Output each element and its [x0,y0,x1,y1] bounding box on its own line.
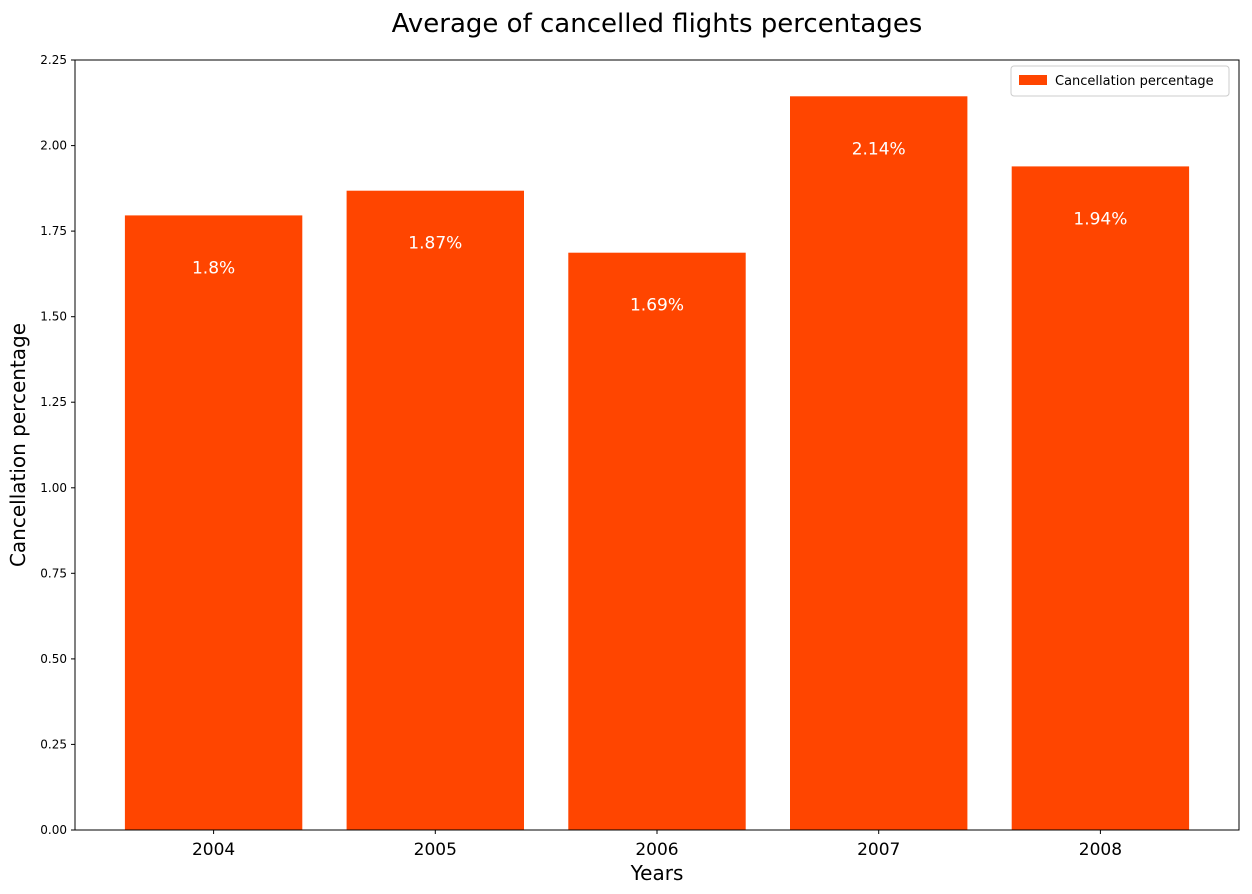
x-tick-label: 2007 [857,840,900,860]
bar-value-label: 2.14% [852,139,906,159]
y-tick-label: 1.25 [40,395,67,409]
bar-2008 [1011,166,1190,830]
bar-2007 [790,96,968,831]
x-tick-label: 2005 [414,840,457,860]
axes-frame [74,59,1240,831]
y-tick-label: 2.25 [40,53,67,67]
legend: Cancellation percentage [1010,65,1230,97]
y-tick-label: 0.00 [40,823,67,837]
bar-value-label: 1.69% [630,296,684,316]
bar-2004 [124,215,303,830]
y-tick-label: 0.50 [40,652,67,666]
y-axis-title: Cancellation percentage [6,323,30,567]
y-tick-label: 2.00 [40,139,67,153]
legend-entry: Cancellation percentage [1055,74,1214,89]
y-tick-label: 0.75 [40,566,67,580]
x-axis-title: Years [630,861,684,885]
x-tick-label: 2006 [635,840,678,860]
bar-2006 [568,252,746,830]
plot-area: 1.8% 2004 1.87% 2005 1.69% 2006 2.14% 2007 1.94%… [40,53,1240,860]
legend-swatch [1019,75,1047,85]
x-tick-label: 2004 [192,840,235,860]
y-tick-label: 1.75 [40,224,67,238]
x-tick-label: 2008 [1079,840,1122,860]
chart-title: Average of cancelled flights percentages [392,9,923,39]
bar-value-label: 1.87% [408,234,462,254]
bar-value-label: 1.8% [192,258,235,278]
bar-value-label: 1.94% [1073,209,1127,229]
legend-box [1010,65,1230,97]
y-tick-label: 0.25 [40,737,67,751]
bar-2005 [346,190,524,830]
y-tick-label: 1.50 [40,310,67,324]
y-tick-label: 1.00 [40,481,67,495]
